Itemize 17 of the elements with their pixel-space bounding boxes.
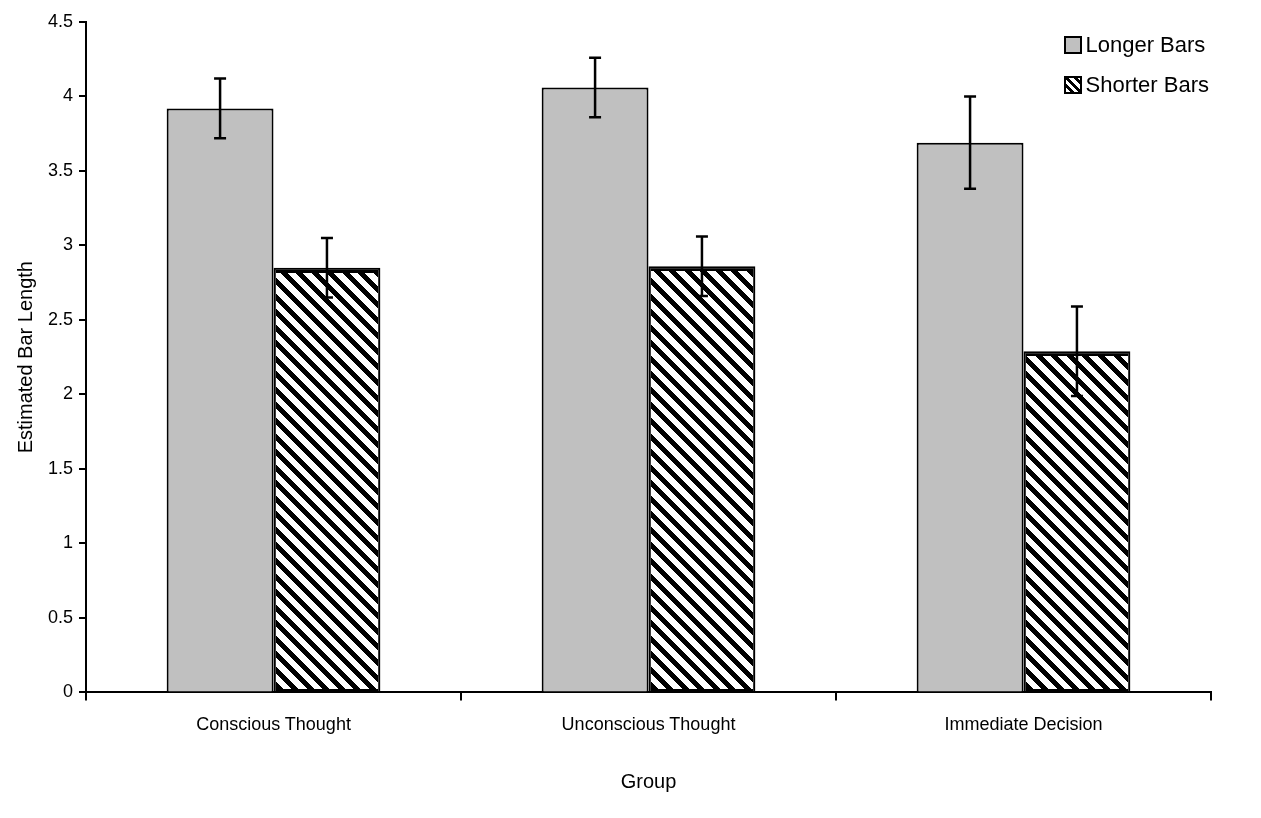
x-tick-label: Conscious Thought (196, 714, 351, 735)
legend-label: Longer Bars (1085, 32, 1206, 58)
y-tick-label: 1.5 (47, 457, 74, 478)
x-axis-title: Group (620, 769, 677, 792)
y-tick-label: 0 (63, 681, 74, 702)
legend-label: Shorter Bars (1085, 72, 1209, 98)
y-tick-label: 2.5 (47, 308, 74, 329)
y-tick-label: 3.5 (47, 159, 74, 180)
x-tick-label: Immediate Decision (944, 714, 1103, 735)
y-tick-label: 3 (63, 234, 74, 255)
x-tick-label: Unconscious Thought (561, 714, 736, 735)
y-tick-label: 1 (63, 532, 74, 553)
y-tick-label: 4 (63, 85, 74, 106)
y-axis-title: Estimated Bar Length (13, 261, 36, 454)
y-tick-label: 4.5 (47, 10, 74, 31)
y-tick-label: 0.5 (47, 606, 74, 627)
y-tick-label: 2 (63, 383, 74, 404)
